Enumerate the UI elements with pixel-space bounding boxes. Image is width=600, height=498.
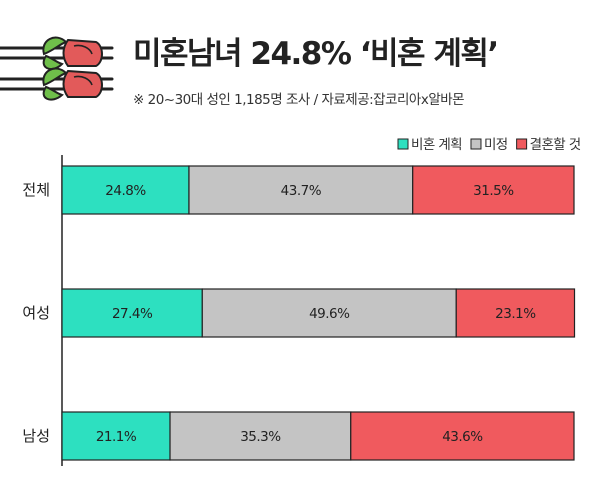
bar-segment <box>61 411 171 461</box>
page-title: 미혼남녀 24.8% ‘비혼 계획’ <box>133 36 499 72</box>
bar-segment <box>188 165 414 215</box>
bar-segment <box>350 411 575 461</box>
bar-segment <box>61 288 203 338</box>
category-label: 남성 <box>22 427 50 445</box>
bar-segment <box>201 288 457 338</box>
bar-value-label: 35.3% <box>240 429 281 445</box>
legend-swatch <box>470 138 482 150</box>
bar-value-label: 43.6% <box>442 429 483 445</box>
bar-segment <box>455 288 576 338</box>
bar-value-label: 24.8% <box>105 183 146 199</box>
page-subtitle: ※ 20~30대 성인 1,185명 조사 / 자료제공:잡코리아x알바몬 <box>133 92 465 108</box>
bar-value-label: 49.6% <box>309 306 350 322</box>
rose-illustration <box>0 36 114 101</box>
legend-label: 비혼 계획 <box>411 137 462 153</box>
bar-value-label: 21.1% <box>96 429 137 445</box>
bar-value-label: 27.4% <box>112 306 153 322</box>
rose-top <box>42 36 103 71</box>
legend-swatch <box>397 138 409 150</box>
legend-label: 결혼할 것 <box>530 137 581 153</box>
legend-swatch <box>516 138 528 150</box>
bar-value-label: 31.5% <box>473 183 514 199</box>
rose-bottom <box>42 67 103 101</box>
bar-value-label: 43.7% <box>281 183 322 199</box>
legend-label: 미정 <box>484 137 508 153</box>
category-label: 여성 <box>22 304 50 322</box>
bar-segment <box>61 165 190 215</box>
category-label: 전체 <box>22 181 50 199</box>
bar-segment <box>412 165 575 215</box>
bar-value-label: 23.1% <box>495 306 536 322</box>
